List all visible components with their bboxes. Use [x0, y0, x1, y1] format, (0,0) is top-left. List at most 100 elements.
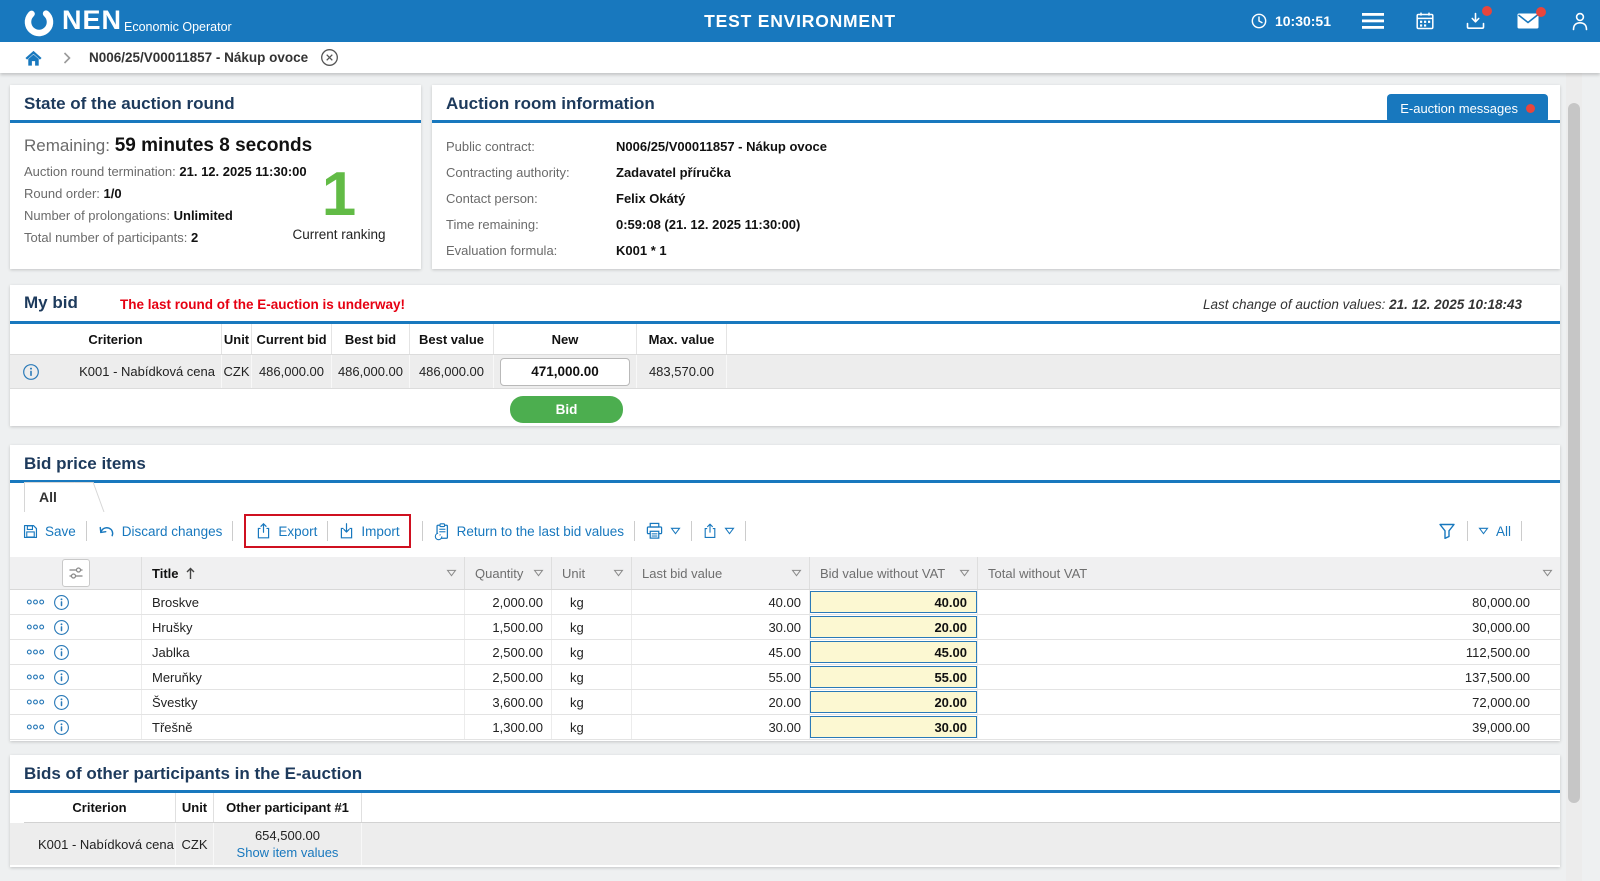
calendar-icon[interactable]	[1415, 11, 1435, 31]
col-last-bid-value[interactable]: Last bid value	[632, 557, 810, 589]
table-row: Švestky 3,600.00 kg 20.00 72,000.00	[10, 690, 1560, 715]
row-menu-icon[interactable]	[26, 672, 45, 682]
col-unit: Unit	[222, 324, 252, 354]
bid-items-table: Title Quantity Unit Last bid va	[10, 557, 1560, 740]
bid-value-input[interactable]	[810, 666, 977, 688]
col-unit: Unit	[176, 793, 214, 822]
dropdown-triangle-icon	[670, 527, 681, 535]
tab-all[interactable]: All	[24, 482, 89, 512]
item-last-bid: 40.00	[632, 590, 810, 614]
col-title[interactable]: Title	[142, 557, 465, 589]
bid-items-toolbar: Save Discard changes Export	[10, 511, 1560, 551]
share-button[interactable]	[702, 522, 735, 540]
import-button[interactable]: Import	[338, 522, 400, 540]
filter-funnel-icon[interactable]	[1437, 521, 1457, 541]
info-icon[interactable]	[53, 594, 70, 611]
item-quantity: 1,300.00	[465, 715, 552, 739]
item-total: 80,000.00	[1472, 594, 1530, 610]
downloads-icon	[1466, 12, 1485, 29]
separator	[634, 521, 635, 541]
show-item-values-link[interactable]: Show item values	[236, 845, 339, 860]
filter-triangle-icon[interactable]	[446, 569, 457, 577]
filter-all-option[interactable]: All	[1495, 523, 1511, 539]
row-menu-icon[interactable]	[26, 622, 45, 632]
filter-triangle-icon[interactable]	[1542, 569, 1553, 577]
field-prolongations: Number of prolongations: Unlimited	[24, 208, 233, 223]
item-title: Třešně	[142, 715, 465, 739]
filter-triangle-icon[interactable]	[533, 569, 544, 577]
filter-triangle-icon[interactable]	[791, 569, 802, 577]
info-icon[interactable]	[53, 694, 70, 711]
downloads-button[interactable]	[1465, 6, 1492, 31]
save-button[interactable]: Save	[22, 523, 76, 540]
nen-logo[interactable]: NEN Economic Operator	[22, 3, 232, 39]
row-menu-icon[interactable]	[26, 597, 45, 607]
return-last-bid-values-button[interactable]: Return to the last bid values	[433, 522, 624, 541]
bid-price-items-panel: Bid price items All Save Discard changes	[10, 445, 1560, 741]
row-menu-icon[interactable]	[26, 722, 45, 732]
bid-value-input[interactable]	[810, 691, 977, 713]
home-icon[interactable]	[24, 49, 43, 67]
e-auction-messages-button[interactable]: E-auction messages	[1387, 94, 1548, 123]
bid-value-input[interactable]	[810, 641, 977, 663]
divider	[432, 120, 1560, 123]
item-bid-value-cell	[810, 715, 978, 739]
bid-button[interactable]: Bid	[510, 396, 623, 423]
bid-value-input[interactable]	[810, 616, 977, 638]
filter-dropdown-icon[interactable]	[1478, 527, 1489, 535]
topbar-actions: 10:30:51	[1250, 0, 1590, 42]
nen-logo-icon	[24, 7, 54, 37]
item-unit: kg	[552, 665, 632, 689]
item-title: Švestky	[142, 690, 465, 714]
new-bid-input[interactable]	[500, 357, 630, 386]
discard-changes-button[interactable]: Discard changes	[97, 523, 222, 540]
room-info-panel: Auction room information E-auction messa…	[432, 85, 1560, 269]
breadcrumb-item[interactable]: N006/25/V00011857 - Nákup ovoce	[89, 50, 309, 65]
info-icon[interactable]	[53, 719, 70, 736]
row-menu-icon[interactable]	[26, 647, 45, 657]
print-button[interactable]	[645, 522, 681, 540]
bid-value-input[interactable]	[810, 716, 977, 738]
import-icon	[341, 523, 353, 539]
col-max-value: Max. value	[637, 324, 727, 354]
field-contact-person: Contact person: Felix Okátý	[446, 191, 686, 206]
row-menu-icon[interactable]	[26, 697, 45, 707]
col-quantity[interactable]: Quantity	[465, 557, 552, 589]
info-icon[interactable]	[22, 363, 40, 381]
clock-icon	[1251, 13, 1267, 29]
brand-subtitle: Economic Operator	[124, 20, 232, 34]
room-fields: Public contract: N006/25/V00011857 - Nák…	[432, 123, 1560, 264]
my-bid-title: My bid	[24, 293, 78, 312]
separator	[1521, 521, 1522, 541]
filter-triangle-icon[interactable]	[613, 569, 624, 577]
messages-button[interactable]	[1516, 7, 1546, 30]
col-total-without-vat[interactable]: Total without VAT	[978, 557, 1560, 589]
ranking-value: 1	[321, 160, 357, 229]
separator	[1466, 521, 1468, 541]
field-time-remaining: Time remaining: 0:59:08 (21. 12. 2025 11…	[446, 217, 801, 232]
export-button[interactable]: Export	[255, 522, 317, 540]
column-settings-icon[interactable]	[61, 559, 90, 587]
col-best-bid: Best bid	[332, 324, 410, 354]
item-total: 39,000.00	[1472, 719, 1530, 735]
bid-value-input[interactable]	[810, 591, 977, 613]
info-icon[interactable]	[53, 669, 70, 686]
item-total: 137,500.00	[1464, 669, 1530, 685]
close-tab-icon[interactable]	[320, 48, 339, 67]
item-bid-value-cell	[810, 590, 978, 614]
item-bid-value-cell	[810, 665, 978, 689]
info-icon[interactable]	[53, 644, 70, 661]
user-icon[interactable]	[1570, 11, 1590, 32]
filter-triangle-icon[interactable]	[959, 569, 970, 577]
item-last-bid: 30.00	[632, 615, 810, 639]
scrollbar-thumb[interactable]	[1568, 103, 1580, 803]
menu-icon[interactable]	[1361, 12, 1385, 30]
criterion-cell: K001 - Nabídková cena	[52, 355, 222, 388]
export-import-annotation: Export Import	[244, 514, 411, 548]
col-bid-value-without-vat[interactable]: Bid value without VAT	[810, 557, 978, 589]
vertical-scrollbar	[1566, 73, 1582, 881]
table-row: Hrušky 1,500.00 kg 30.00 30,000.00	[10, 615, 1560, 640]
info-icon[interactable]	[53, 619, 70, 636]
item-unit: kg	[552, 690, 632, 714]
col-unit[interactable]: Unit	[552, 557, 632, 589]
